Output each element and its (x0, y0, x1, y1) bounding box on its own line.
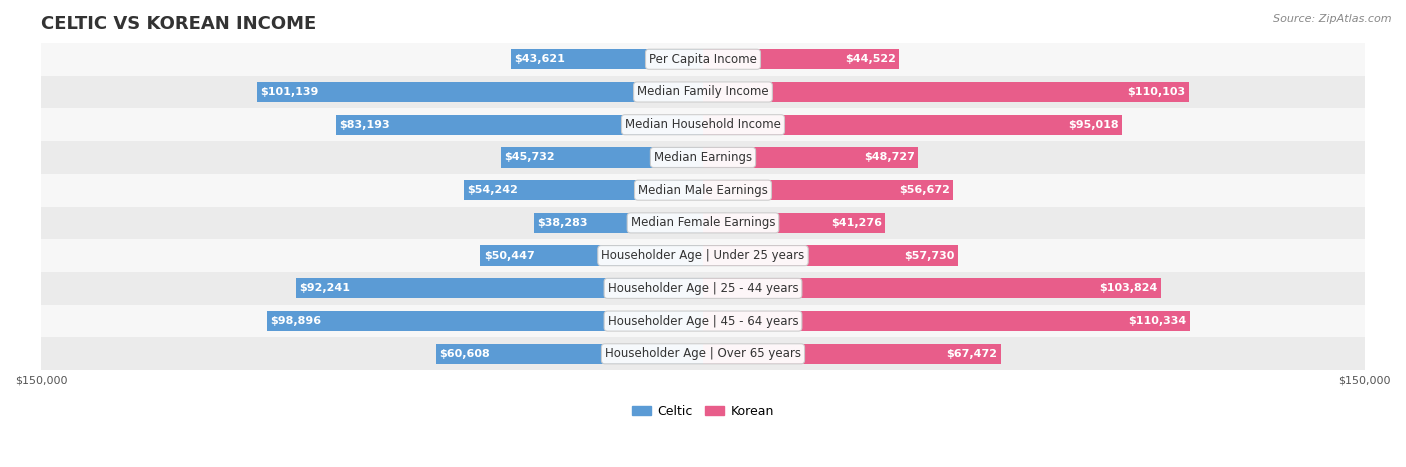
Bar (703, 49, 900, 70)
Text: $110,334: $110,334 (1128, 316, 1187, 326)
Text: Per Capita Income: Per Capita Income (650, 53, 756, 66)
Text: $48,727: $48,727 (863, 152, 915, 163)
Text: $103,824: $103,824 (1099, 283, 1157, 293)
Bar (41, 239, 1365, 272)
Bar (703, 344, 1001, 364)
Bar (703, 278, 1161, 298)
Text: $95,018: $95,018 (1069, 120, 1119, 130)
Text: Source: ZipAtlas.com: Source: ZipAtlas.com (1274, 14, 1392, 24)
Bar (510, 49, 703, 70)
Text: $43,621: $43,621 (513, 54, 565, 64)
Bar (41, 141, 1365, 174)
Bar (464, 180, 703, 200)
Text: $92,241: $92,241 (299, 283, 350, 293)
Text: $54,242: $54,242 (467, 185, 517, 195)
Text: $56,672: $56,672 (898, 185, 949, 195)
Bar (41, 338, 1365, 370)
Text: Median Family Income: Median Family Income (637, 85, 769, 99)
Bar (703, 213, 886, 233)
Bar (481, 246, 703, 266)
Text: Householder Age | Over 65 years: Householder Age | Over 65 years (605, 347, 801, 361)
Text: Median Female Earnings: Median Female Earnings (631, 216, 775, 229)
Text: CELTIC VS KOREAN INCOME: CELTIC VS KOREAN INCOME (41, 15, 316, 33)
Text: $44,522: $44,522 (845, 54, 896, 64)
Text: Median Male Earnings: Median Male Earnings (638, 184, 768, 197)
Bar (41, 76, 1365, 108)
Bar (41, 174, 1365, 206)
Bar (703, 311, 1189, 331)
Bar (436, 344, 703, 364)
Text: $83,193: $83,193 (339, 120, 389, 130)
Bar (41, 43, 1365, 76)
Text: $45,732: $45,732 (505, 152, 555, 163)
Bar (41, 206, 1365, 239)
Bar (703, 147, 918, 168)
Text: $50,447: $50,447 (484, 251, 534, 261)
Text: $57,730: $57,730 (904, 251, 955, 261)
Bar (297, 278, 703, 298)
Bar (502, 147, 703, 168)
Bar (703, 180, 953, 200)
Text: $38,283: $38,283 (537, 218, 588, 228)
Text: $110,103: $110,103 (1128, 87, 1185, 97)
Text: $101,139: $101,139 (260, 87, 319, 97)
Bar (703, 114, 1122, 135)
Text: $67,472: $67,472 (946, 349, 997, 359)
Text: $41,276: $41,276 (831, 218, 882, 228)
Text: Householder Age | 45 - 64 years: Householder Age | 45 - 64 years (607, 315, 799, 327)
Bar (257, 82, 703, 102)
Bar (41, 108, 1365, 141)
Bar (41, 304, 1365, 338)
Bar (703, 82, 1188, 102)
Bar (703, 246, 957, 266)
Text: Median Household Income: Median Household Income (626, 118, 780, 131)
Text: $98,896: $98,896 (270, 316, 321, 326)
Bar (336, 114, 703, 135)
Bar (534, 213, 703, 233)
Text: Householder Age | Under 25 years: Householder Age | Under 25 years (602, 249, 804, 262)
Legend: Celtic, Korean: Celtic, Korean (627, 400, 779, 423)
Text: Median Earnings: Median Earnings (654, 151, 752, 164)
Bar (267, 311, 703, 331)
Text: Householder Age | 25 - 44 years: Householder Age | 25 - 44 years (607, 282, 799, 295)
Text: $60,608: $60,608 (439, 349, 489, 359)
Bar (41, 272, 1365, 304)
